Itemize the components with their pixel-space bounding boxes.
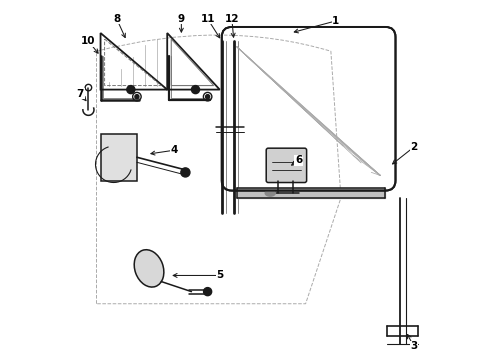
Text: 7: 7 (76, 89, 84, 99)
Text: 10: 10 (81, 36, 96, 46)
Circle shape (203, 288, 212, 296)
Circle shape (181, 168, 190, 177)
Ellipse shape (134, 250, 164, 287)
Text: 4: 4 (171, 145, 178, 155)
Circle shape (206, 95, 210, 99)
Text: 5: 5 (216, 270, 223, 280)
Text: 2: 2 (410, 142, 417, 152)
Text: 3: 3 (410, 341, 417, 351)
Text: 6: 6 (295, 155, 302, 165)
Polygon shape (100, 134, 137, 180)
Circle shape (135, 95, 139, 99)
Text: 12: 12 (224, 14, 239, 24)
Text: 9: 9 (178, 14, 185, 24)
Ellipse shape (265, 190, 275, 196)
Text: 11: 11 (200, 14, 215, 24)
Circle shape (192, 86, 199, 94)
FancyBboxPatch shape (266, 148, 307, 183)
Text: 1: 1 (332, 16, 340, 26)
Text: 8: 8 (113, 14, 121, 24)
Circle shape (127, 86, 135, 94)
